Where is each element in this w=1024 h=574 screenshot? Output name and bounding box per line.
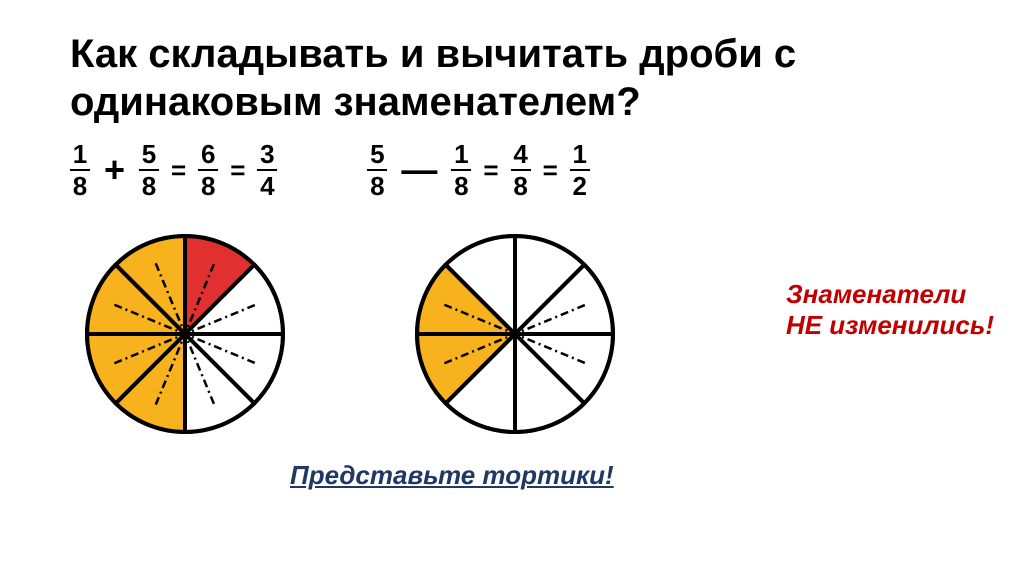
equation-subtraction: 5 8 — 1 8 = 4 8 = 1 2 bbox=[367, 141, 589, 199]
cakes-prompt: Представьте тортики! bbox=[290, 460, 614, 491]
equals-sign: = bbox=[543, 155, 558, 186]
numerator: 1 bbox=[573, 141, 587, 169]
numerator: 3 bbox=[260, 141, 274, 169]
fraction: 5 8 bbox=[367, 141, 387, 199]
pie-svg bbox=[80, 229, 290, 439]
equals-sign: = bbox=[230, 155, 245, 186]
equations-row: 1 8 + 5 8 = 6 8 = 3 4 5 8 — bbox=[70, 141, 954, 199]
denominator: 4 bbox=[257, 169, 277, 199]
fraction: 4 8 bbox=[511, 141, 531, 199]
denominator: 8 bbox=[367, 169, 387, 199]
equals-sign: = bbox=[483, 155, 498, 186]
note-line-1: Знаменатели bbox=[786, 279, 966, 309]
fraction: 3 4 bbox=[257, 141, 277, 199]
pie-chart-addition bbox=[70, 229, 300, 439]
denominator: 8 bbox=[139, 169, 159, 199]
denominator: 8 bbox=[198, 169, 218, 199]
fraction: 6 8 bbox=[198, 141, 218, 199]
denominator-note: Знаменатели НЕ изменились! bbox=[786, 279, 994, 341]
fraction: 1 8 bbox=[70, 141, 90, 199]
title-line-1: Как складывать и вычитать дроби с bbox=[70, 32, 796, 76]
denominator: 8 bbox=[511, 169, 531, 199]
minus-operator: — bbox=[399, 149, 439, 191]
numerator: 5 bbox=[142, 141, 156, 169]
numerator: 1 bbox=[454, 141, 468, 169]
pie-svg bbox=[410, 229, 620, 439]
denominator: 8 bbox=[451, 169, 471, 199]
equals-sign: = bbox=[171, 155, 186, 186]
fraction: 5 8 bbox=[139, 141, 159, 199]
equation-addition: 1 8 + 5 8 = 6 8 = 3 4 bbox=[70, 141, 277, 199]
fraction: 1 2 bbox=[570, 141, 590, 199]
numerator: 4 bbox=[513, 141, 527, 169]
pie-row: Знаменатели НЕ изменились! bbox=[70, 229, 954, 439]
numerator: 6 bbox=[201, 141, 215, 169]
numerator: 5 bbox=[370, 141, 384, 169]
denominator: 2 bbox=[570, 169, 590, 199]
page-title: Как складывать и вычитать дроби с одинак… bbox=[70, 30, 954, 126]
title-line-2: одинаковым знаменателем? bbox=[70, 80, 641, 124]
pie-chart-subtraction bbox=[400, 229, 630, 439]
plus-operator: + bbox=[102, 149, 127, 191]
note-line-2: НЕ изменились! bbox=[786, 310, 994, 340]
denominator: 8 bbox=[70, 169, 90, 199]
numerator: 1 bbox=[73, 141, 87, 169]
fraction: 1 8 bbox=[451, 141, 471, 199]
